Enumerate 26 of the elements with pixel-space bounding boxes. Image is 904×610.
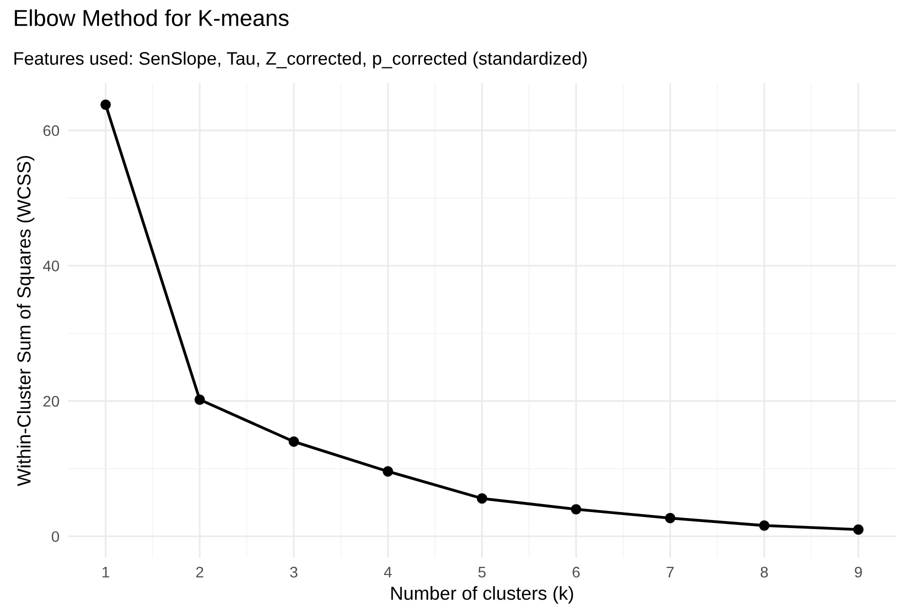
x-tick-label: 7 (666, 566, 674, 578)
y-axis-title: Within-Cluster Sum of Squares (WCSS) (16, 156, 34, 486)
x-tick-label: 8 (760, 566, 768, 578)
x-tick-label: 9 (854, 566, 862, 578)
x-tick-label: 3 (290, 566, 298, 578)
y-tick-label: 60 (43, 125, 60, 136)
x-tick-label: 1 (102, 566, 110, 578)
point (382, 466, 394, 477)
x-tick-label: 6 (572, 566, 580, 578)
point (664, 512, 676, 524)
point (476, 493, 488, 504)
y-tick-label: 20 (43, 396, 60, 407)
point (194, 394, 205, 405)
point (759, 520, 770, 531)
x-tick-label: 2 (196, 566, 204, 578)
y-tick-label: 0 (52, 531, 60, 542)
chart-title: Elbow Method for K-means (14, 9, 289, 26)
y-tick-label: 40 (43, 260, 60, 272)
point (570, 504, 582, 514)
x-tick-label: 4 (384, 566, 392, 578)
chart-subtitle: Features used: SenSlope, Tau, Z_corrected, p_corrected (standardized) (14, 52, 587, 68)
point (853, 524, 864, 535)
x-tick-label: 5 (478, 566, 486, 578)
x-axis-title: Number of clusters (k) (391, 586, 574, 604)
point (288, 436, 300, 447)
point (100, 99, 111, 110)
